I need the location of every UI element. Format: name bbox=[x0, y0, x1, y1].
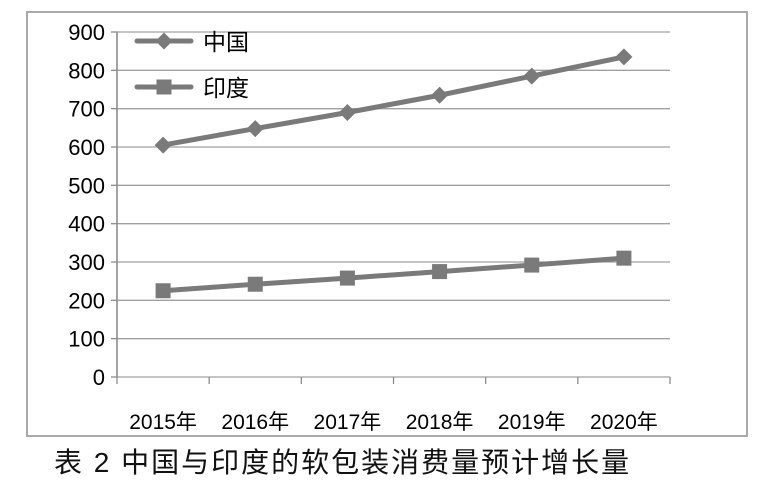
series-china-point bbox=[154, 136, 172, 154]
series-china bbox=[154, 48, 633, 154]
x-tick-label: 2020年 bbox=[590, 411, 658, 434]
series-china-point bbox=[431, 86, 449, 104]
legend-india-label: 印度 bbox=[203, 75, 249, 101]
series-india-line bbox=[160, 255, 627, 294]
legend-china-marker bbox=[155, 32, 173, 50]
legend-entry-china: 中国 bbox=[134, 29, 249, 55]
series-china-point bbox=[523, 67, 541, 85]
series-china-point bbox=[246, 120, 264, 138]
x-axis-labels: 2015年 2016年 2017年 2018年 2019年 2020年 bbox=[129, 411, 658, 434]
series-india-point bbox=[432, 264, 448, 280]
y-tick-label: 600 bbox=[68, 135, 105, 160]
y-tick-label: 400 bbox=[68, 212, 105, 237]
x-tick-label: 2018年 bbox=[406, 411, 474, 434]
y-axis-labels: 0 100 200 300 400 500 600 700 800 900 bbox=[68, 20, 105, 390]
x-tick-label: 2017年 bbox=[314, 411, 382, 434]
chart-frame: 0 100 200 300 400 500 600 700 800 900 2015年 2016年 20… bbox=[26, 11, 748, 437]
legend-entry-india: 印度 bbox=[134, 75, 249, 101]
y-tick-label: 500 bbox=[68, 173, 105, 198]
y-tick-label: 800 bbox=[68, 58, 105, 83]
x-tick-label: 2016年 bbox=[221, 411, 289, 434]
series-india-point bbox=[616, 250, 632, 266]
series-china-point bbox=[615, 48, 633, 66]
series-india-point bbox=[247, 276, 263, 292]
x-tick-label: 2019年 bbox=[498, 411, 566, 434]
chart-caption: 表 2 中国与印度的软包装消费量预计增长量 bbox=[54, 447, 632, 478]
legend-india-marker bbox=[156, 79, 172, 95]
y-tick-label: 300 bbox=[68, 250, 105, 275]
y-tick-label: 0 bbox=[93, 365, 105, 390]
series-india-point bbox=[155, 283, 171, 299]
series-china-line bbox=[160, 54, 627, 148]
y-tick-label: 900 bbox=[68, 20, 105, 45]
y-tick-label: 100 bbox=[68, 327, 105, 352]
x-tick-label: 2015年 bbox=[129, 411, 197, 434]
y-tick-label: 200 bbox=[68, 288, 105, 313]
legend-china-label: 中国 bbox=[203, 29, 249, 55]
x-axis-ticks bbox=[116, 377, 671, 384]
y-tick-label: 700 bbox=[68, 97, 105, 122]
series-india-point bbox=[339, 270, 355, 286]
series-india bbox=[155, 250, 632, 299]
series-india-point bbox=[524, 257, 540, 273]
gridlines bbox=[111, 31, 670, 378]
series-china-point bbox=[338, 104, 356, 121]
